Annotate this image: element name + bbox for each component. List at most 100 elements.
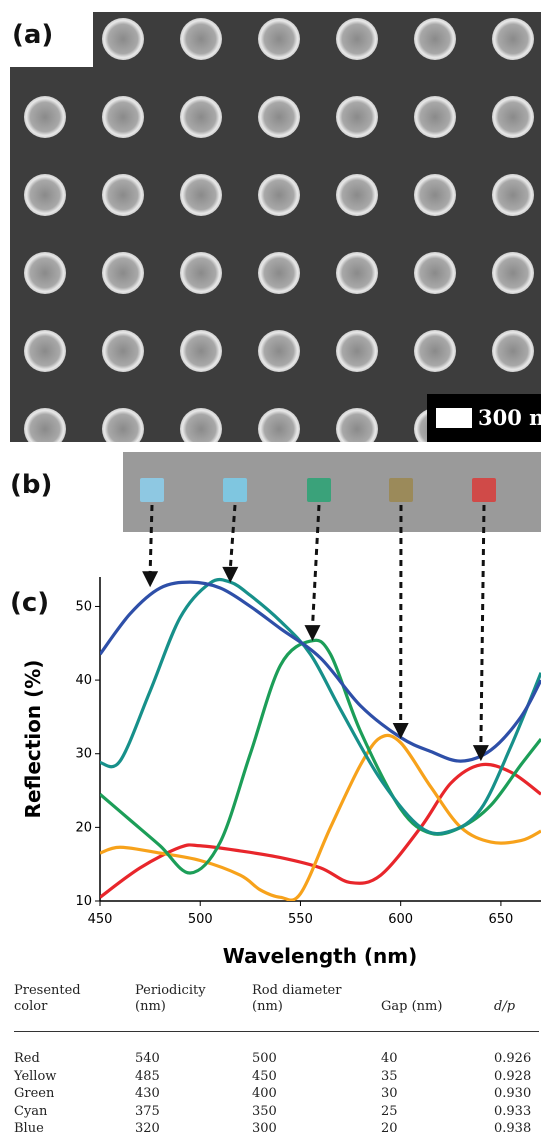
nanorod: [492, 174, 534, 216]
y-tick-label: 40: [75, 673, 92, 688]
nanorod: [414, 18, 456, 60]
nanorod: [414, 96, 456, 138]
nanorod: [102, 174, 144, 216]
series-line: [100, 762, 541, 899]
arrow-head: [304, 625, 321, 642]
nanorod: [492, 96, 534, 138]
sem-image: 300 nm: [10, 12, 541, 442]
dashed-arrow: [148, 504, 154, 574]
table-header-text: Presented: [14, 983, 81, 998]
nanorod: [492, 330, 534, 372]
table-cell: 540: [135, 1051, 160, 1066]
nanorod: [102, 96, 144, 138]
nanorod: [336, 18, 378, 60]
x-tick-label: 600: [388, 912, 413, 927]
nanorod: [102, 252, 144, 294]
table-cell: Green: [14, 1086, 55, 1101]
table-cell: 320: [135, 1121, 160, 1136]
nanorod: [102, 408, 144, 442]
table-row: Green 430 400 30 0.930: [14, 1085, 539, 1103]
table-row: Cyan 375 350 25 0.933: [14, 1103, 539, 1121]
table-header-text: (nm): [252, 999, 283, 1014]
table-header-cell: Periodicity (nm): [135, 983, 206, 1015]
color-swatch: [140, 478, 164, 502]
table-cell: 20: [381, 1121, 398, 1136]
nanorod: [336, 174, 378, 216]
table-row: Yellow 485 450 35 0.928: [14, 1068, 539, 1086]
nanorod: [414, 174, 456, 216]
nanorod: [102, 330, 144, 372]
table-cell: 30: [381, 1086, 398, 1101]
nanorod: [180, 174, 222, 216]
table-cell: 400: [252, 1086, 277, 1101]
table-header-cell: Rod diameter (nm): [252, 983, 341, 1015]
table-cell: 0.926: [494, 1051, 532, 1066]
nanorod: [180, 330, 222, 372]
x-axis-label: Wavelength (nm): [223, 944, 418, 968]
table-header-text: Rod diameter: [252, 983, 342, 998]
arrow-head: [222, 566, 239, 583]
nanorod: [258, 174, 300, 216]
y-tick-label: 10: [75, 894, 92, 909]
table-cell: 0.938: [494, 1121, 532, 1136]
table-cell: 0.928: [494, 1068, 532, 1084]
nanorod: [24, 96, 66, 138]
nanorod: [414, 252, 456, 294]
nanorod: [336, 96, 378, 138]
table-cell: 40: [381, 1051, 398, 1066]
y-tick-label: 20: [75, 820, 92, 835]
nanorod: [258, 252, 300, 294]
scale-bar-box: 300 nm: [427, 394, 541, 442]
table-cell: 350: [252, 1103, 277, 1119]
table-cell: Blue: [14, 1121, 44, 1136]
table-header-cell: Gap (nm): [381, 999, 442, 1015]
nanorod: [24, 252, 66, 294]
nanorod: [258, 330, 300, 372]
nanorod: [258, 408, 300, 442]
panel-label-a: (a): [12, 20, 54, 50]
color-swatch-strip: [123, 452, 541, 532]
nanorod-array: [24, 18, 534, 442]
dashed-arrow: [479, 504, 486, 748]
scale-bar-label: 300 nm: [478, 405, 541, 430]
arrow-head: [142, 571, 159, 588]
y-tick-label: 30: [75, 747, 92, 762]
arrow-head: [472, 745, 489, 762]
nanorod: [258, 96, 300, 138]
nanorod: [492, 18, 534, 60]
nanorod: [336, 408, 378, 442]
x-tick-label: 650: [488, 912, 513, 927]
y-tick-label: 50: [75, 599, 92, 614]
table-header-cell: Presented color: [14, 983, 81, 1015]
color-swatch: [472, 478, 496, 502]
nanorod: [24, 408, 66, 442]
table-header-text: Periodicity: [135, 983, 206, 998]
nanorod: [180, 408, 222, 442]
table-cell: 25: [381, 1103, 398, 1119]
table-cell: Red: [14, 1051, 40, 1066]
table-rule-top: [14, 1031, 539, 1032]
nanorod: [414, 330, 456, 372]
table-header-text: d/p: [494, 999, 516, 1014]
dashed-arrow: [310, 504, 321, 628]
reflection-chart: 450 500 550 600 650 10 20 30 40 50 Wavelength (nm)…: [21, 504, 541, 968]
nanorod: [180, 96, 222, 138]
nanorod: [24, 330, 66, 372]
table-row: Red 540 500 40 0.926: [14, 1050, 539, 1068]
series-line: [100, 733, 541, 901]
table-cell: 0.933: [494, 1103, 532, 1119]
table-cell: 450: [252, 1068, 277, 1084]
panel-label-b: (b): [10, 470, 53, 500]
table-cell: 300: [252, 1121, 277, 1136]
x-tick-label: 500: [188, 912, 213, 927]
nanorod: [258, 18, 300, 60]
x-tick-label: 550: [288, 912, 313, 927]
nanorod: [102, 18, 144, 60]
nanorod: [180, 252, 222, 294]
arrow-head: [392, 723, 409, 739]
table-header-text: (nm): [135, 999, 166, 1014]
panel-label-c: (c): [10, 588, 50, 618]
nanorod: [24, 174, 66, 216]
table-cell: 485: [135, 1068, 160, 1084]
table-cell: Cyan: [14, 1103, 48, 1119]
